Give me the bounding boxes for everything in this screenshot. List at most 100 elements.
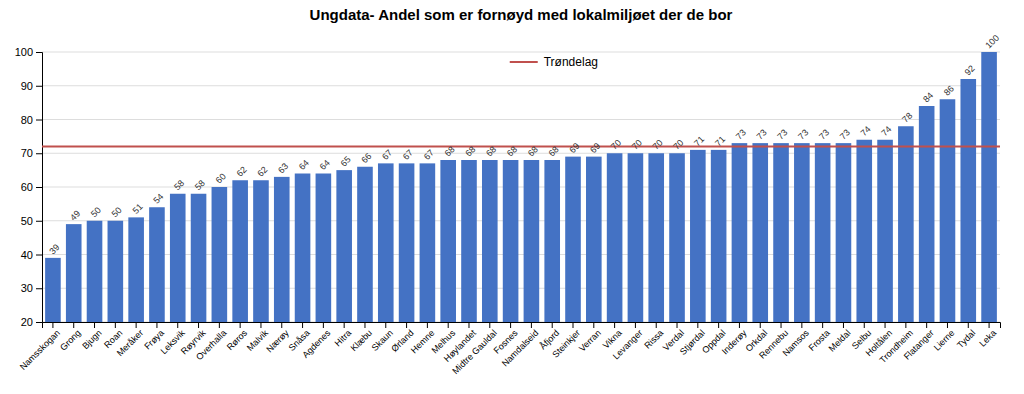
x-tick-mark: [573, 322, 574, 328]
x-tick-mark: [593, 322, 594, 328]
x-tick: Inderøy: [720, 322, 749, 356]
grid-line: [42, 187, 1000, 188]
x-tick: Grong: [58, 322, 83, 353]
x-tick: Namsskogan: [18, 322, 62, 372]
bar: [191, 194, 207, 322]
x-tick-mark: [448, 322, 449, 328]
x-tick-mark: [760, 322, 761, 328]
bar: [66, 224, 82, 322]
data-label: 74: [859, 124, 873, 138]
x-tick-mark: [968, 322, 969, 328]
bar: [732, 143, 748, 322]
x-tick-label: Namdalseid: [500, 328, 541, 369]
data-label: 58: [172, 178, 186, 192]
x-tick-mark: [281, 322, 282, 328]
bar: [274, 177, 290, 322]
data-label: 78: [900, 111, 914, 125]
x-tick-mark: [406, 322, 407, 328]
bar: [607, 153, 623, 322]
x-tick-mark: [510, 322, 511, 328]
x-tick-label: Klæbu: [349, 328, 374, 353]
y-tick: 20: [21, 316, 42, 328]
bar: [316, 174, 332, 323]
data-label: 62: [255, 165, 269, 179]
bar: [108, 221, 124, 322]
bar: [170, 194, 186, 322]
y-tick: 30: [21, 282, 42, 294]
data-label: 67: [401, 148, 415, 162]
y-tick: 60: [21, 181, 42, 193]
data-label: 68: [505, 144, 519, 158]
bar: [711, 150, 727, 322]
x-tick-label: Nærøy: [264, 327, 291, 354]
data-label: 67: [422, 148, 436, 162]
data-label: 67: [380, 148, 394, 162]
x-tick: Meråker: [115, 322, 145, 358]
data-label: 70: [651, 138, 665, 152]
data-labels: 3949505051545858606262636464656667676768…: [47, 33, 1001, 257]
bar: [752, 143, 768, 322]
data-label: 73: [817, 127, 831, 141]
y-tick-label: 90: [21, 80, 33, 92]
data-label: 71: [692, 134, 706, 148]
bar: [128, 217, 144, 322]
x-tick-label: Røros: [225, 327, 250, 352]
bar: [399, 163, 415, 322]
x-tick-mark: [926, 322, 927, 328]
y-tick-label: 100: [15, 46, 33, 58]
grid-line: [42, 254, 1000, 255]
bar: [586, 157, 602, 322]
bar: [544, 160, 560, 322]
bar: [628, 153, 644, 322]
grid-line: [42, 85, 1000, 86]
data-label: 92: [963, 63, 977, 77]
bar: [482, 160, 498, 322]
x-tick-label: Inderøy: [720, 327, 749, 356]
x-tick: Nærøy: [264, 322, 291, 354]
bar: [420, 163, 436, 322]
x-tick: Leka: [977, 322, 998, 349]
bar: [503, 160, 519, 322]
x-tick-mark: [905, 322, 906, 328]
y-tick-mark: [36, 288, 42, 289]
data-label: 71: [713, 134, 727, 148]
data-label: 50: [110, 205, 124, 219]
x-tick-mark: [947, 322, 948, 328]
x-tick-mark: [52, 322, 53, 328]
data-label: 64: [318, 158, 332, 172]
bar: [87, 221, 103, 322]
x-tick-label: Steinkjer: [550, 328, 582, 360]
x-tick: Flatanger: [902, 322, 936, 362]
x-tick: Levanger: [611, 322, 645, 361]
x-tick-mark: [427, 322, 428, 328]
x-tick-mark: [635, 322, 636, 328]
x-tick-mark: [489, 322, 490, 328]
grid-line: [42, 288, 1000, 289]
x-tick-label: Grong: [58, 328, 83, 353]
x-tick-mark: [468, 322, 469, 328]
y-axis: 2030405060708090100: [15, 46, 43, 328]
y-tick-mark: [36, 86, 42, 87]
data-label: 69: [567, 141, 581, 155]
bar: [773, 143, 789, 322]
x-tick-mark: [219, 322, 220, 328]
x-tick-label: Overhalla: [194, 328, 228, 362]
x-tick: Steinkjer: [550, 322, 582, 360]
x-tick: Meldal: [827, 322, 853, 354]
x-tick-mark: [531, 322, 532, 328]
y-tick-mark: [36, 255, 42, 256]
bar: [981, 52, 997, 322]
data-label: 65: [339, 154, 353, 168]
data-label: 62: [234, 165, 248, 179]
data-label: 68: [547, 144, 561, 158]
data-label: 86: [942, 84, 956, 98]
data-label: 100: [983, 33, 1001, 51]
x-tick: Overhalla: [194, 322, 228, 362]
bar: [690, 150, 706, 322]
data-label: 66: [359, 151, 373, 165]
bar: [524, 160, 540, 322]
x-tick-mark: [614, 322, 615, 328]
x-tick-mark: [240, 322, 241, 328]
x-tick-mark: [156, 322, 157, 328]
data-label: 70: [609, 138, 623, 152]
